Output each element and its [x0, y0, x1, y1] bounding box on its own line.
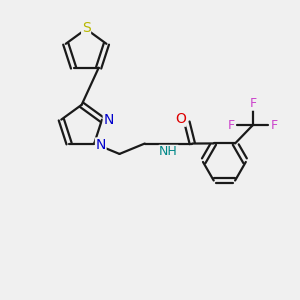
Text: N: N: [103, 112, 114, 127]
Text: N: N: [96, 138, 106, 152]
Text: O: O: [175, 112, 186, 126]
Text: NH: NH: [159, 146, 178, 158]
Text: F: F: [228, 118, 235, 131]
Text: F: F: [249, 97, 256, 110]
Text: S: S: [82, 20, 91, 34]
Text: F: F: [271, 118, 278, 131]
